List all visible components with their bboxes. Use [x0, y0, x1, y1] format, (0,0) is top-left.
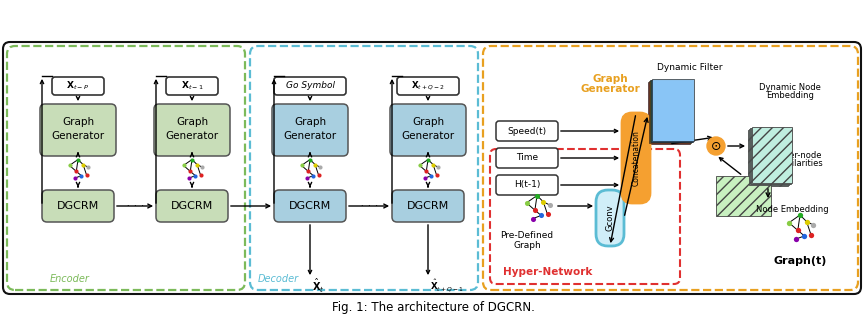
- Text: ⊙: ⊙: [711, 139, 721, 153]
- Text: $\mathbf{X}_{t-P}$: $\mathbf{X}_{t-P}$: [67, 80, 89, 92]
- FancyBboxPatch shape: [274, 190, 346, 222]
- Text: $\mathbf{X}_{t-1}$: $\mathbf{X}_{t-1}$: [180, 80, 204, 92]
- Text: Generator: Generator: [401, 131, 454, 141]
- Text: DGCRM: DGCRM: [407, 201, 449, 211]
- Text: Graph: Graph: [592, 74, 628, 84]
- Text: Similarities: Similarities: [777, 160, 824, 168]
- Text: $\mathbf{X}_{t+Q-2}$: $\mathbf{X}_{t+Q-2}$: [411, 80, 445, 92]
- FancyBboxPatch shape: [52, 77, 104, 95]
- FancyBboxPatch shape: [166, 77, 218, 95]
- FancyBboxPatch shape: [274, 77, 346, 95]
- Text: Speed(t): Speed(t): [507, 126, 546, 136]
- Text: Concatenation: Concatenation: [631, 130, 641, 186]
- Polygon shape: [649, 81, 691, 143]
- FancyBboxPatch shape: [596, 190, 624, 246]
- FancyBboxPatch shape: [156, 190, 228, 222]
- Polygon shape: [752, 127, 792, 183]
- FancyBboxPatch shape: [272, 104, 348, 156]
- Text: · · ·: · · ·: [356, 201, 381, 211]
- Text: Generator: Generator: [166, 131, 218, 141]
- FancyBboxPatch shape: [40, 104, 116, 156]
- Polygon shape: [652, 79, 694, 141]
- Circle shape: [707, 137, 725, 155]
- Text: Graph: Graph: [176, 117, 208, 127]
- Text: Fig. 1: The architecture of DGCRN.: Fig. 1: The architecture of DGCRN.: [331, 301, 534, 313]
- Polygon shape: [716, 176, 771, 216]
- Text: Inter-node: Inter-node: [779, 151, 822, 161]
- Text: Graph: Graph: [412, 117, 444, 127]
- Text: Hyper-Network: Hyper-Network: [504, 267, 593, 277]
- Text: Encoder: Encoder: [50, 274, 90, 284]
- Text: DGCRM: DGCRM: [171, 201, 213, 211]
- FancyBboxPatch shape: [496, 121, 558, 141]
- FancyBboxPatch shape: [496, 175, 558, 195]
- Text: DGCRM: DGCRM: [289, 201, 331, 211]
- Text: · · ·: · · ·: [122, 201, 147, 211]
- Polygon shape: [751, 128, 791, 184]
- Text: Decoder: Decoder: [258, 274, 299, 284]
- Text: Graph(t): Graph(t): [773, 256, 827, 266]
- Text: Go Symbol: Go Symbol: [285, 82, 335, 90]
- Text: Generator: Generator: [284, 131, 336, 141]
- Text: Graph: Graph: [294, 117, 326, 127]
- Text: Generator: Generator: [51, 131, 105, 141]
- Polygon shape: [651, 80, 693, 142]
- Text: Time: Time: [516, 154, 538, 162]
- Text: $\hat{\mathbf{X}}_{t}$: $\hat{\mathbf{X}}_{t}$: [312, 277, 324, 295]
- Text: Node Embedding: Node Embedding: [756, 205, 829, 215]
- Polygon shape: [650, 80, 692, 143]
- Text: Graph: Graph: [62, 117, 94, 127]
- FancyBboxPatch shape: [392, 190, 464, 222]
- Text: $\hat{\mathbf{X}}_{t+Q-1}$: $\hat{\mathbf{X}}_{t+Q-1}$: [430, 278, 464, 294]
- Text: H(t-1): H(t-1): [514, 180, 540, 190]
- Text: DGCRM: DGCRM: [57, 201, 99, 211]
- FancyBboxPatch shape: [496, 148, 558, 168]
- FancyBboxPatch shape: [397, 77, 459, 95]
- Polygon shape: [750, 128, 790, 185]
- FancyBboxPatch shape: [390, 104, 466, 156]
- Text: Embedding: Embedding: [766, 92, 814, 100]
- Text: Graph: Graph: [513, 241, 541, 251]
- Text: Dynamic Filter: Dynamic Filter: [657, 64, 723, 72]
- Polygon shape: [648, 82, 690, 144]
- Text: Pre-Defined: Pre-Defined: [500, 232, 553, 240]
- Text: Gconv: Gconv: [605, 205, 615, 231]
- Text: Dynamic Node: Dynamic Node: [759, 83, 821, 93]
- Text: Generator: Generator: [580, 84, 640, 94]
- Polygon shape: [748, 130, 788, 186]
- FancyBboxPatch shape: [622, 113, 650, 203]
- Polygon shape: [749, 129, 789, 185]
- FancyBboxPatch shape: [154, 104, 230, 156]
- FancyBboxPatch shape: [42, 190, 114, 222]
